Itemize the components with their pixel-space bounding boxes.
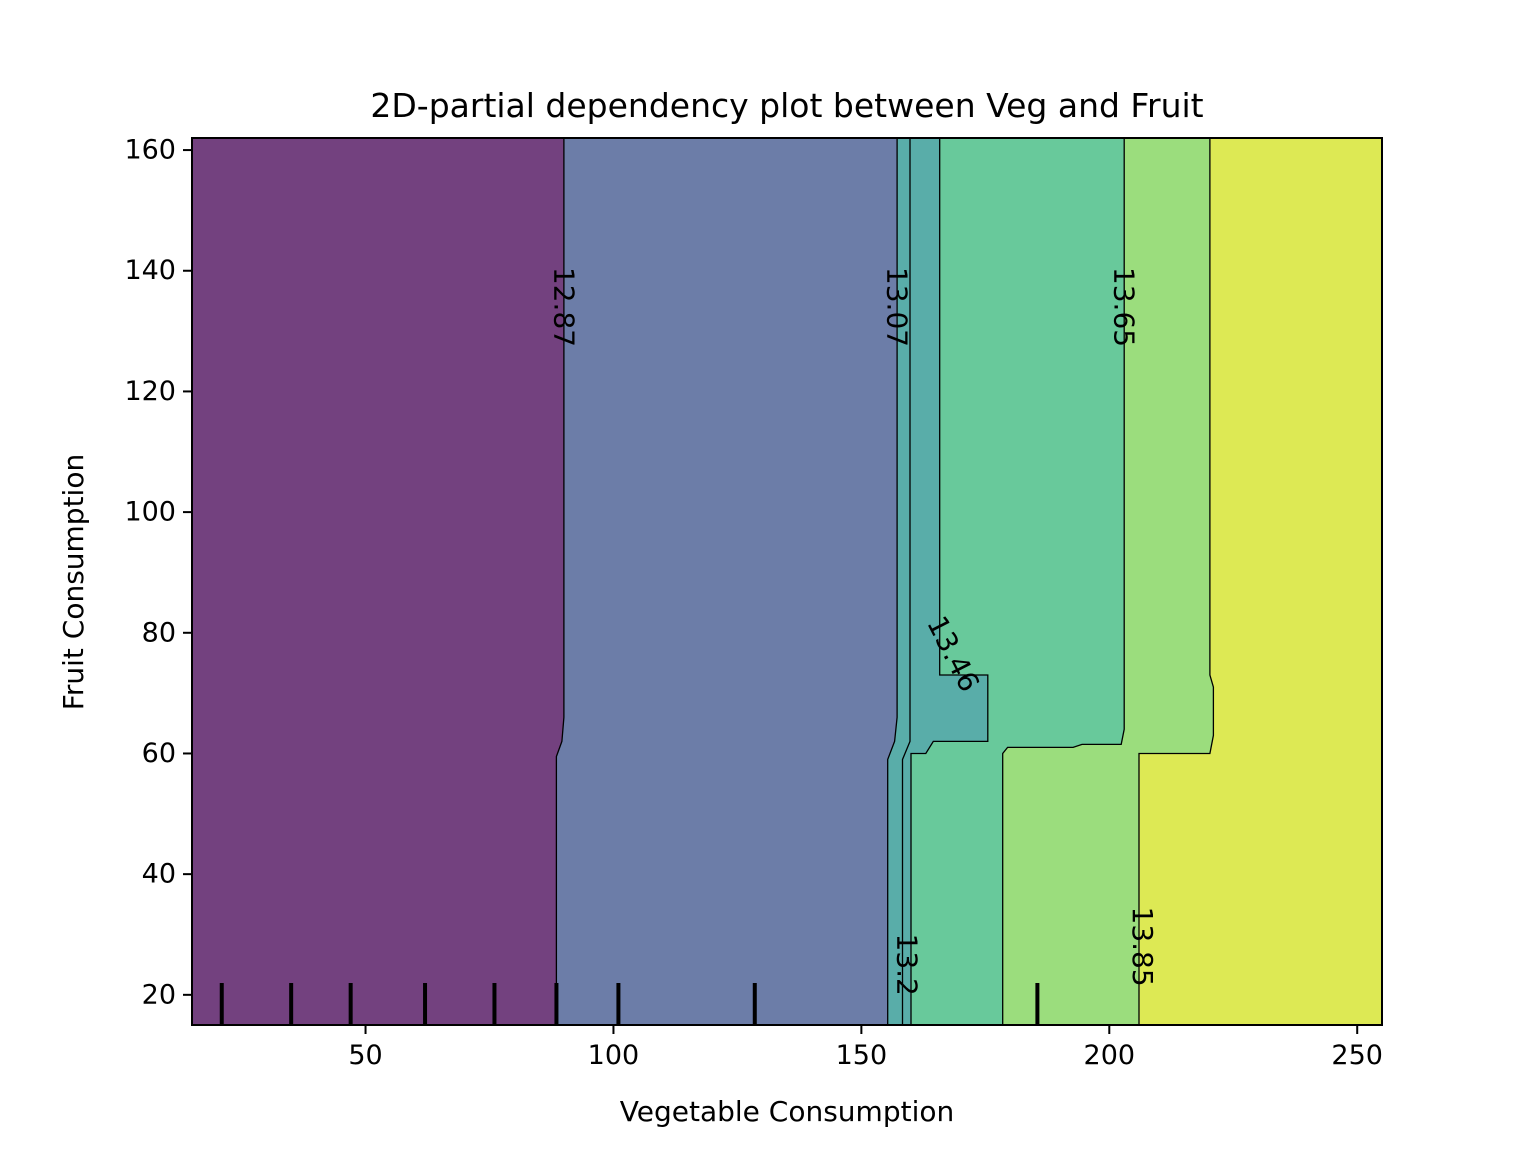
x-tick-label: 200 <box>1084 1040 1136 1071</box>
contour-line-13-07-2 <box>887 138 898 1025</box>
plot-frame <box>191 137 1383 1026</box>
y-tick-label: 80 <box>142 617 176 648</box>
contour-line-13-85-6 <box>1138 138 1215 1025</box>
y-axis-ticks: 20 40 60 80 100 120 140 160 <box>124 135 192 1010</box>
y-tick-label: 40 <box>142 859 176 890</box>
contour-label-text: 13.85 <box>1126 907 1159 987</box>
y-axis-label: Fruit Consumption <box>57 454 90 710</box>
x-tick-label: 100 <box>588 1040 640 1071</box>
contour-region-2 <box>556 137 898 1026</box>
chart-title: 2D-partial dependency plot between Veg a… <box>370 86 1203 125</box>
contour-lines <box>555 138 1215 1025</box>
contour-label-13-07: 13.07 <box>881 267 914 347</box>
x-tick-label: 250 <box>1331 1040 1383 1071</box>
contour-line-13-2-4 <box>910 138 989 1025</box>
x-axis-label: Vegetable Consumption <box>620 1095 954 1128</box>
x-tick-label: 50 <box>348 1040 382 1071</box>
y-tick-label: 20 <box>142 979 176 1010</box>
contour-label-13-65: 13.65 <box>1108 267 1141 347</box>
contour-region-1 <box>191 137 565 1026</box>
contour-label-text: 12.87 <box>547 267 580 347</box>
y-tick-label: 120 <box>124 376 176 407</box>
x-tick-label: 150 <box>836 1040 888 1071</box>
contour-line-13-65-5 <box>1002 138 1125 1025</box>
rug-ticks <box>219 983 1040 1025</box>
contour-label-13-2: 13.2 <box>891 934 924 996</box>
contour-label-13-85: 13.85 <box>1126 907 1159 987</box>
contour-label-text: 13.65 <box>1108 267 1141 347</box>
contour-label-12-87: 12.87 <box>547 267 580 347</box>
contour-label-text: 13.2 <box>891 934 924 996</box>
contour-fill-regions <box>191 137 1383 1026</box>
contour-label-text: 13.07 <box>881 267 914 347</box>
y-tick-label: 140 <box>124 255 176 286</box>
y-tick-label: 60 <box>142 738 176 769</box>
y-tick-label: 100 <box>124 497 176 528</box>
contour-line-13-2-3 <box>901 138 911 1025</box>
contour-line-12-87-1 <box>555 138 565 1025</box>
x-axis-ticks: 50 100 150 200 250 <box>348 1025 1383 1071</box>
y-tick-label: 160 <box>124 135 176 166</box>
